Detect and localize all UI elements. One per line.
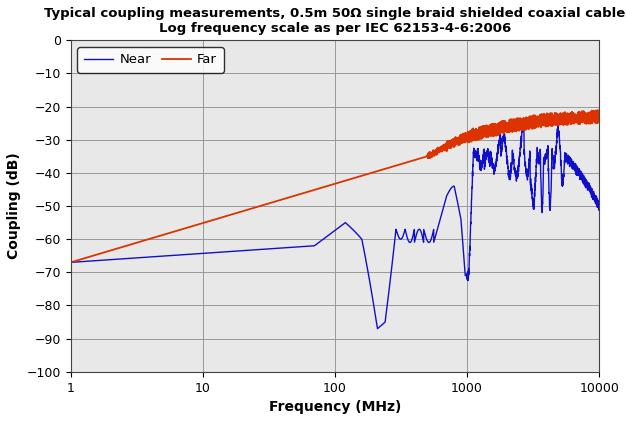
Far xyxy=(451,138,458,143)
Far xyxy=(289,194,296,199)
Far xyxy=(293,192,300,197)
Near xyxy=(318,238,326,243)
X-axis label: Frequency (MHz): Frequency (MHz) xyxy=(269,400,401,414)
Near xyxy=(580,176,587,181)
Far xyxy=(594,107,602,112)
Line: Near: Near xyxy=(71,120,599,329)
Near xyxy=(293,245,300,250)
Far xyxy=(595,113,603,118)
Line: Far: Far xyxy=(71,110,599,262)
Near xyxy=(553,135,560,140)
Legend: Near, Far: Near, Far xyxy=(77,47,223,73)
Far xyxy=(318,185,326,190)
Y-axis label: Coupling (dB): Coupling (dB) xyxy=(7,153,21,259)
Near xyxy=(374,326,381,331)
Near xyxy=(595,206,603,211)
Title: Typical coupling measurements, 0.5m 50Ω single braid shielded coaxial cable
Log : Typical coupling measurements, 0.5m 50Ω … xyxy=(44,7,625,35)
Far xyxy=(553,117,560,122)
Far xyxy=(67,260,74,265)
Near xyxy=(451,186,458,191)
Near xyxy=(520,118,527,123)
Near xyxy=(289,245,296,250)
Near xyxy=(67,260,74,265)
Far xyxy=(579,119,587,124)
